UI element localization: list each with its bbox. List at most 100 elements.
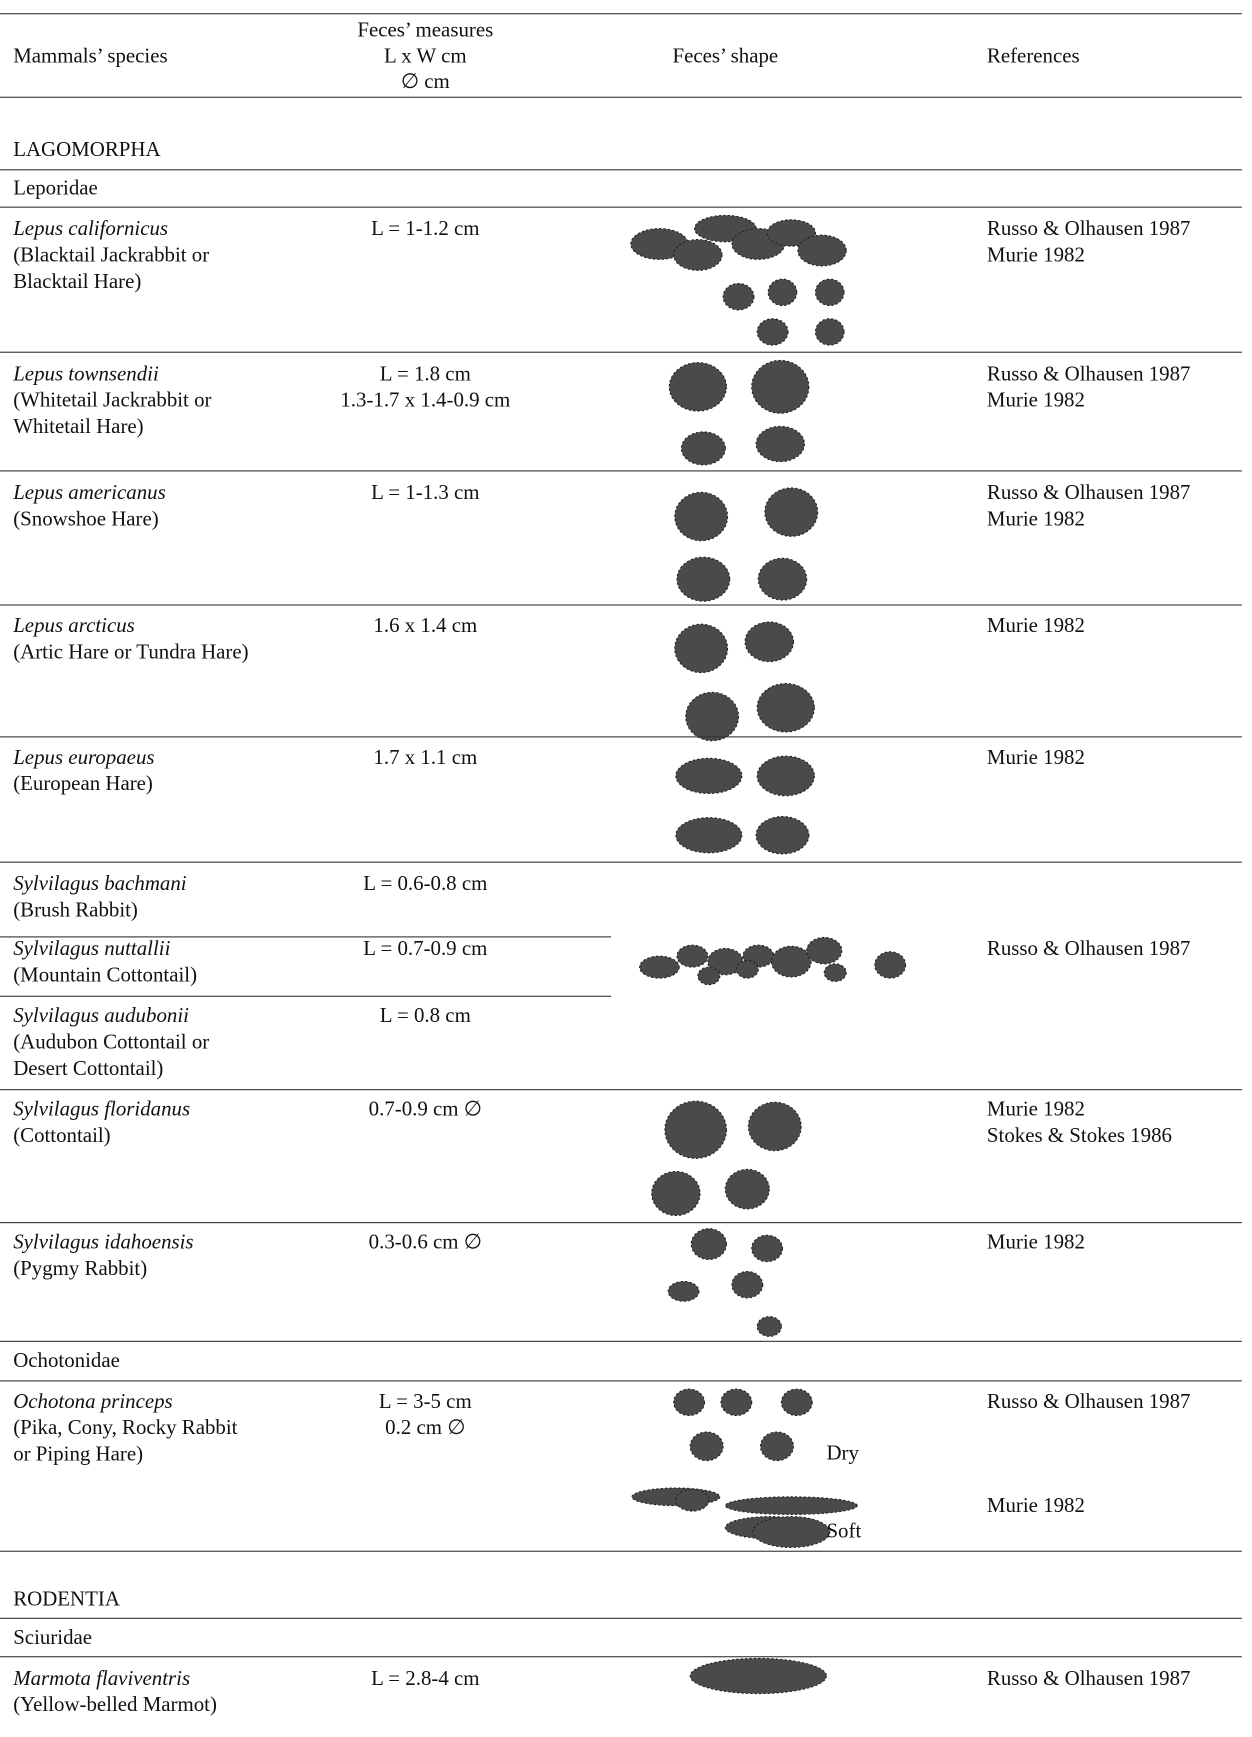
- feces-pellet: [806, 936, 843, 965]
- feces-pellet: [731, 1270, 764, 1299]
- feces-pellet: [689, 1431, 724, 1462]
- feces-pellet: [757, 557, 808, 601]
- feces-pellet: [756, 683, 815, 733]
- common-name: (Artic Hare or Tundra Hare): [13, 640, 249, 664]
- feces-pellet: [814, 318, 845, 346]
- rule-line: [0, 1222, 1242, 1224]
- feces-pellet: [874, 951, 907, 979]
- feces-pellet: [766, 219, 817, 247]
- species-name: Lepus europaeus: [13, 746, 155, 770]
- rule-line: [0, 169, 1242, 171]
- species-name: Lepus townsendii: [13, 362, 159, 386]
- reference: Russo & Olhausen 1987: [986, 1667, 1191, 1691]
- reference: Russo & Olhausen 1987: [986, 937, 1191, 961]
- common-name: (Blacktail Jackrabbit or: [13, 243, 210, 268]
- common-name: (Whitetail Jackrabbit or: [13, 389, 212, 413]
- column-header: Feces’ measures: [357, 18, 494, 42]
- feces-pellet: [668, 362, 727, 412]
- measure: 0.2 cm ∅: [385, 1416, 466, 1440]
- common-name: or Piping Hare): [13, 1442, 144, 1467]
- rule-line: [0, 13, 1242, 15]
- rule-line: [0, 1089, 1242, 1091]
- feces-pellet: [673, 239, 723, 271]
- rule-line: [0, 1380, 1242, 1382]
- shape-label: Dry: [826, 1441, 859, 1465]
- common-name: (Snowshoe Hare): [13, 507, 159, 531]
- rule-line: [0, 861, 1242, 863]
- rule-line: [0, 96, 1242, 98]
- rule-line: [0, 1550, 1242, 1552]
- feces-pellet: [673, 1388, 706, 1417]
- feces-pellet: [674, 491, 729, 542]
- feces-pellet: [755, 425, 806, 463]
- feces-pellet: [814, 278, 845, 307]
- feces-pellet: [720, 1388, 753, 1417]
- rule-line: [0, 1656, 1242, 1658]
- feces-pellet: [751, 359, 810, 414]
- rule-line: [0, 936, 612, 938]
- feces-pellet: [651, 1170, 701, 1217]
- reference: Murie 1982: [986, 1494, 1085, 1518]
- feces-pellet: [722, 282, 755, 311]
- feces-pellet: [724, 1496, 858, 1515]
- common-name: (Pygmy Rabbit): [13, 1257, 148, 1281]
- common-name: (Yellow-belled Marmot): [13, 1693, 217, 1717]
- common-name: (European Hare): [13, 772, 153, 796]
- species-name: Sylvilagus nuttallii: [13, 937, 171, 961]
- feces-pellet: [667, 1280, 700, 1302]
- rule-line: [0, 604, 1242, 606]
- common-name: (Cottontail): [13, 1124, 111, 1148]
- measure: 1.6 x 1.4 cm: [373, 614, 478, 638]
- feces-pellet: [697, 966, 721, 986]
- feces-pellet: [752, 1516, 831, 1548]
- feces-pellet: [674, 623, 729, 674]
- reference: Murie 1982: [986, 1097, 1085, 1121]
- column-header: L x W cm: [384, 44, 467, 68]
- common-name: (Mountain Cottontail): [13, 963, 198, 987]
- measure: L = 0.8 cm: [379, 1004, 471, 1028]
- species-name: Ochotona princeps: [13, 1390, 173, 1414]
- rule-line: [0, 995, 612, 997]
- measure: 0.7-0.9 cm ∅: [368, 1097, 482, 1121]
- species-name: Sylvilagus audubonii: [13, 1004, 189, 1028]
- species-name: Lepus americanus: [13, 481, 166, 505]
- column-header: Feces’ shape: [672, 45, 779, 69]
- species-name: Sylvilagus bachmani: [13, 872, 187, 896]
- column-header: Mammals’ species: [13, 45, 168, 69]
- species-name: Lepus californicus: [13, 217, 169, 241]
- order-heading: LAGOMORPHA: [13, 138, 161, 162]
- feces-pellet: [756, 755, 815, 797]
- feces-pellet: [680, 431, 726, 466]
- reference: Murie 1982: [986, 507, 1085, 531]
- rule-line: [0, 470, 1242, 472]
- feces-pellet: [770, 945, 812, 978]
- feces-pellet: [675, 1488, 710, 1512]
- feces-pellet: [780, 1388, 813, 1417]
- common-name: (Audubon Cottontail or: [13, 1030, 210, 1054]
- rule-line: [0, 1340, 1242, 1342]
- feces-pellet: [735, 959, 759, 979]
- common-name: Blacktail Hare): [13, 270, 142, 294]
- measure: L = 1-1.2 cm: [371, 217, 480, 241]
- shape-label: Soft: [826, 1519, 862, 1543]
- rule-line: [0, 206, 1242, 208]
- measure: L = 1.8 cm: [379, 362, 471, 386]
- rule-line: [0, 736, 1242, 738]
- feces-pellet: [759, 1431, 795, 1462]
- reference: Murie 1982: [986, 243, 1085, 268]
- family-heading: Ochotonidae: [13, 1349, 120, 1373]
- feces-pellet: [797, 234, 847, 267]
- feces-pellet: [764, 487, 819, 537]
- feces-pellet: [689, 1657, 827, 1695]
- reference: Murie 1982: [986, 614, 1085, 638]
- feces-pellet: [756, 1316, 782, 1337]
- common-name: (Pika, Cony, Rocky Rabbit: [13, 1416, 238, 1440]
- common-name: Desert Cottontail): [13, 1057, 164, 1081]
- feces-pellet: [675, 757, 743, 795]
- feces-pellet: [676, 944, 709, 968]
- feces-pellet: [744, 621, 795, 663]
- measure: L = 2.8-4 cm: [371, 1667, 480, 1691]
- feces-pellet: [751, 1234, 784, 1263]
